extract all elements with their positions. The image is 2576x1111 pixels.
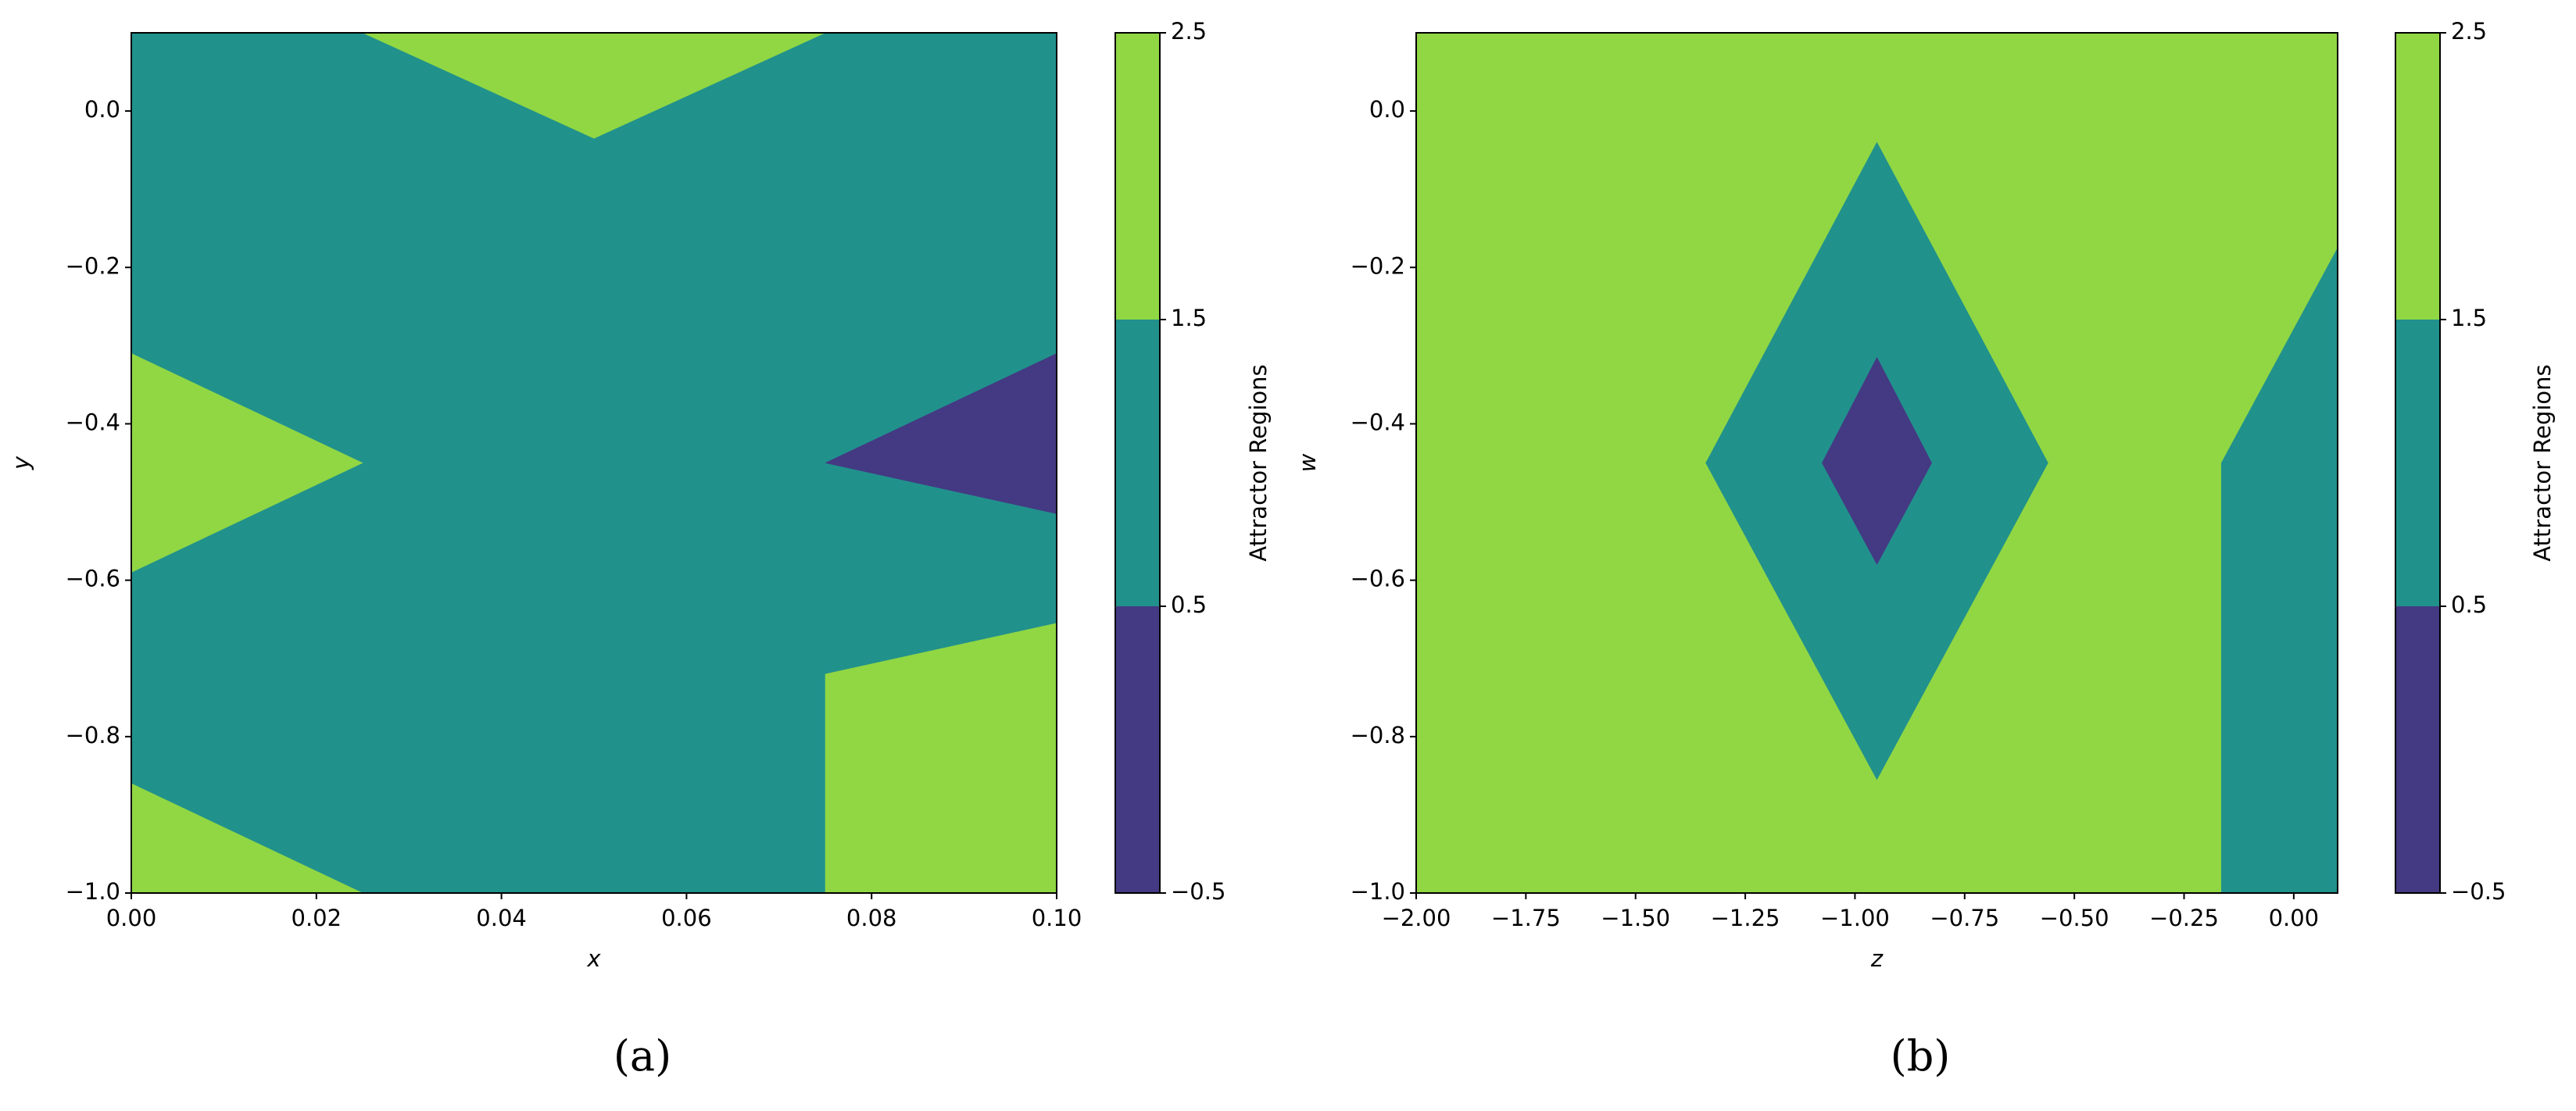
colorbar-frame xyxy=(1114,32,1161,894)
contour-region xyxy=(825,623,1057,893)
axes-frame xyxy=(131,32,1057,894)
x-tick-label: 0.00 xyxy=(106,905,157,931)
colorbar-segment xyxy=(2395,320,2440,606)
contour-region xyxy=(362,33,826,139)
y-axis-label: y xyxy=(8,455,34,470)
x-tick-label: −1.00 xyxy=(1820,905,1890,931)
x-tick-label: 0.08 xyxy=(846,905,897,931)
colorbar-segment xyxy=(2395,33,2440,320)
axes-frame xyxy=(1415,32,2338,894)
x-tick-label: 0.04 xyxy=(476,905,527,931)
colorbar-segment xyxy=(1115,33,1160,320)
colorbar-tick-label: −0.5 xyxy=(2451,878,2506,905)
y-tick-label: 0.0 xyxy=(84,96,120,123)
x-tick-label: −0.50 xyxy=(2040,905,2109,931)
y-tick-label: −1.0 xyxy=(1351,878,1405,905)
x-tick-label: −1.25 xyxy=(1711,905,1780,931)
contour-region xyxy=(2220,248,2338,893)
colorbar-segment xyxy=(2395,606,2440,893)
x-tick-label: 0.10 xyxy=(1032,905,1082,931)
colorbar-frame xyxy=(2395,32,2441,894)
y-tick-label: −0.8 xyxy=(1351,722,1405,748)
y-tick-label: −0.6 xyxy=(66,566,120,592)
colorbar-tick-label: 1.5 xyxy=(2451,305,2487,331)
x-tick-label: 0.00 xyxy=(2269,905,2320,931)
y-axis-label: w xyxy=(1294,453,1321,472)
y-tick-label: −0.2 xyxy=(1351,252,1405,279)
x-tick-label: −2.00 xyxy=(1382,905,1451,931)
y-tick-label: −1.0 xyxy=(66,878,120,905)
x-tick-label: 0.02 xyxy=(292,905,342,931)
y-tick-label: −0.4 xyxy=(66,409,120,435)
x-tick-label: −1.75 xyxy=(1491,905,1561,931)
y-tick-label: −0.4 xyxy=(1351,409,1405,435)
x-tick-label: −0.25 xyxy=(2149,905,2219,931)
x-tick-label: 0.06 xyxy=(661,905,712,931)
contour-region xyxy=(131,353,363,573)
y-tick-label: −0.6 xyxy=(1351,566,1405,592)
y-tick-label: −0.2 xyxy=(66,252,120,279)
colorbar-segment xyxy=(1115,606,1160,893)
panel-label: (a) xyxy=(614,1031,671,1081)
colorbar-label: Attractor Regions xyxy=(1245,364,1272,561)
colorbar-tick-label: 2.5 xyxy=(1171,18,1207,45)
colorbar-tick-label: 2.5 xyxy=(2451,18,2487,45)
x-tick-label: −0.75 xyxy=(1930,905,1999,931)
contour-region xyxy=(825,353,1057,514)
contour-region xyxy=(131,783,363,893)
x-axis-label: z xyxy=(1870,945,1884,972)
panel-label: (b) xyxy=(1891,1031,1951,1081)
colorbar-tick-label: −0.5 xyxy=(1171,878,1225,905)
colorbar-tick-label: 0.5 xyxy=(1171,591,1207,618)
contour-region xyxy=(1822,356,1932,566)
y-tick-label: 0.0 xyxy=(1369,96,1405,123)
x-axis-label: x xyxy=(586,945,601,972)
colorbar-tick-label: 1.5 xyxy=(1171,305,1207,331)
colorbar-segment xyxy=(1115,320,1160,606)
x-tick-label: −1.50 xyxy=(1601,905,1670,931)
colorbar-label: Attractor Regions xyxy=(2529,364,2556,561)
colorbar-tick-label: 0.5 xyxy=(2451,591,2487,618)
y-tick-label: −0.8 xyxy=(66,722,120,748)
